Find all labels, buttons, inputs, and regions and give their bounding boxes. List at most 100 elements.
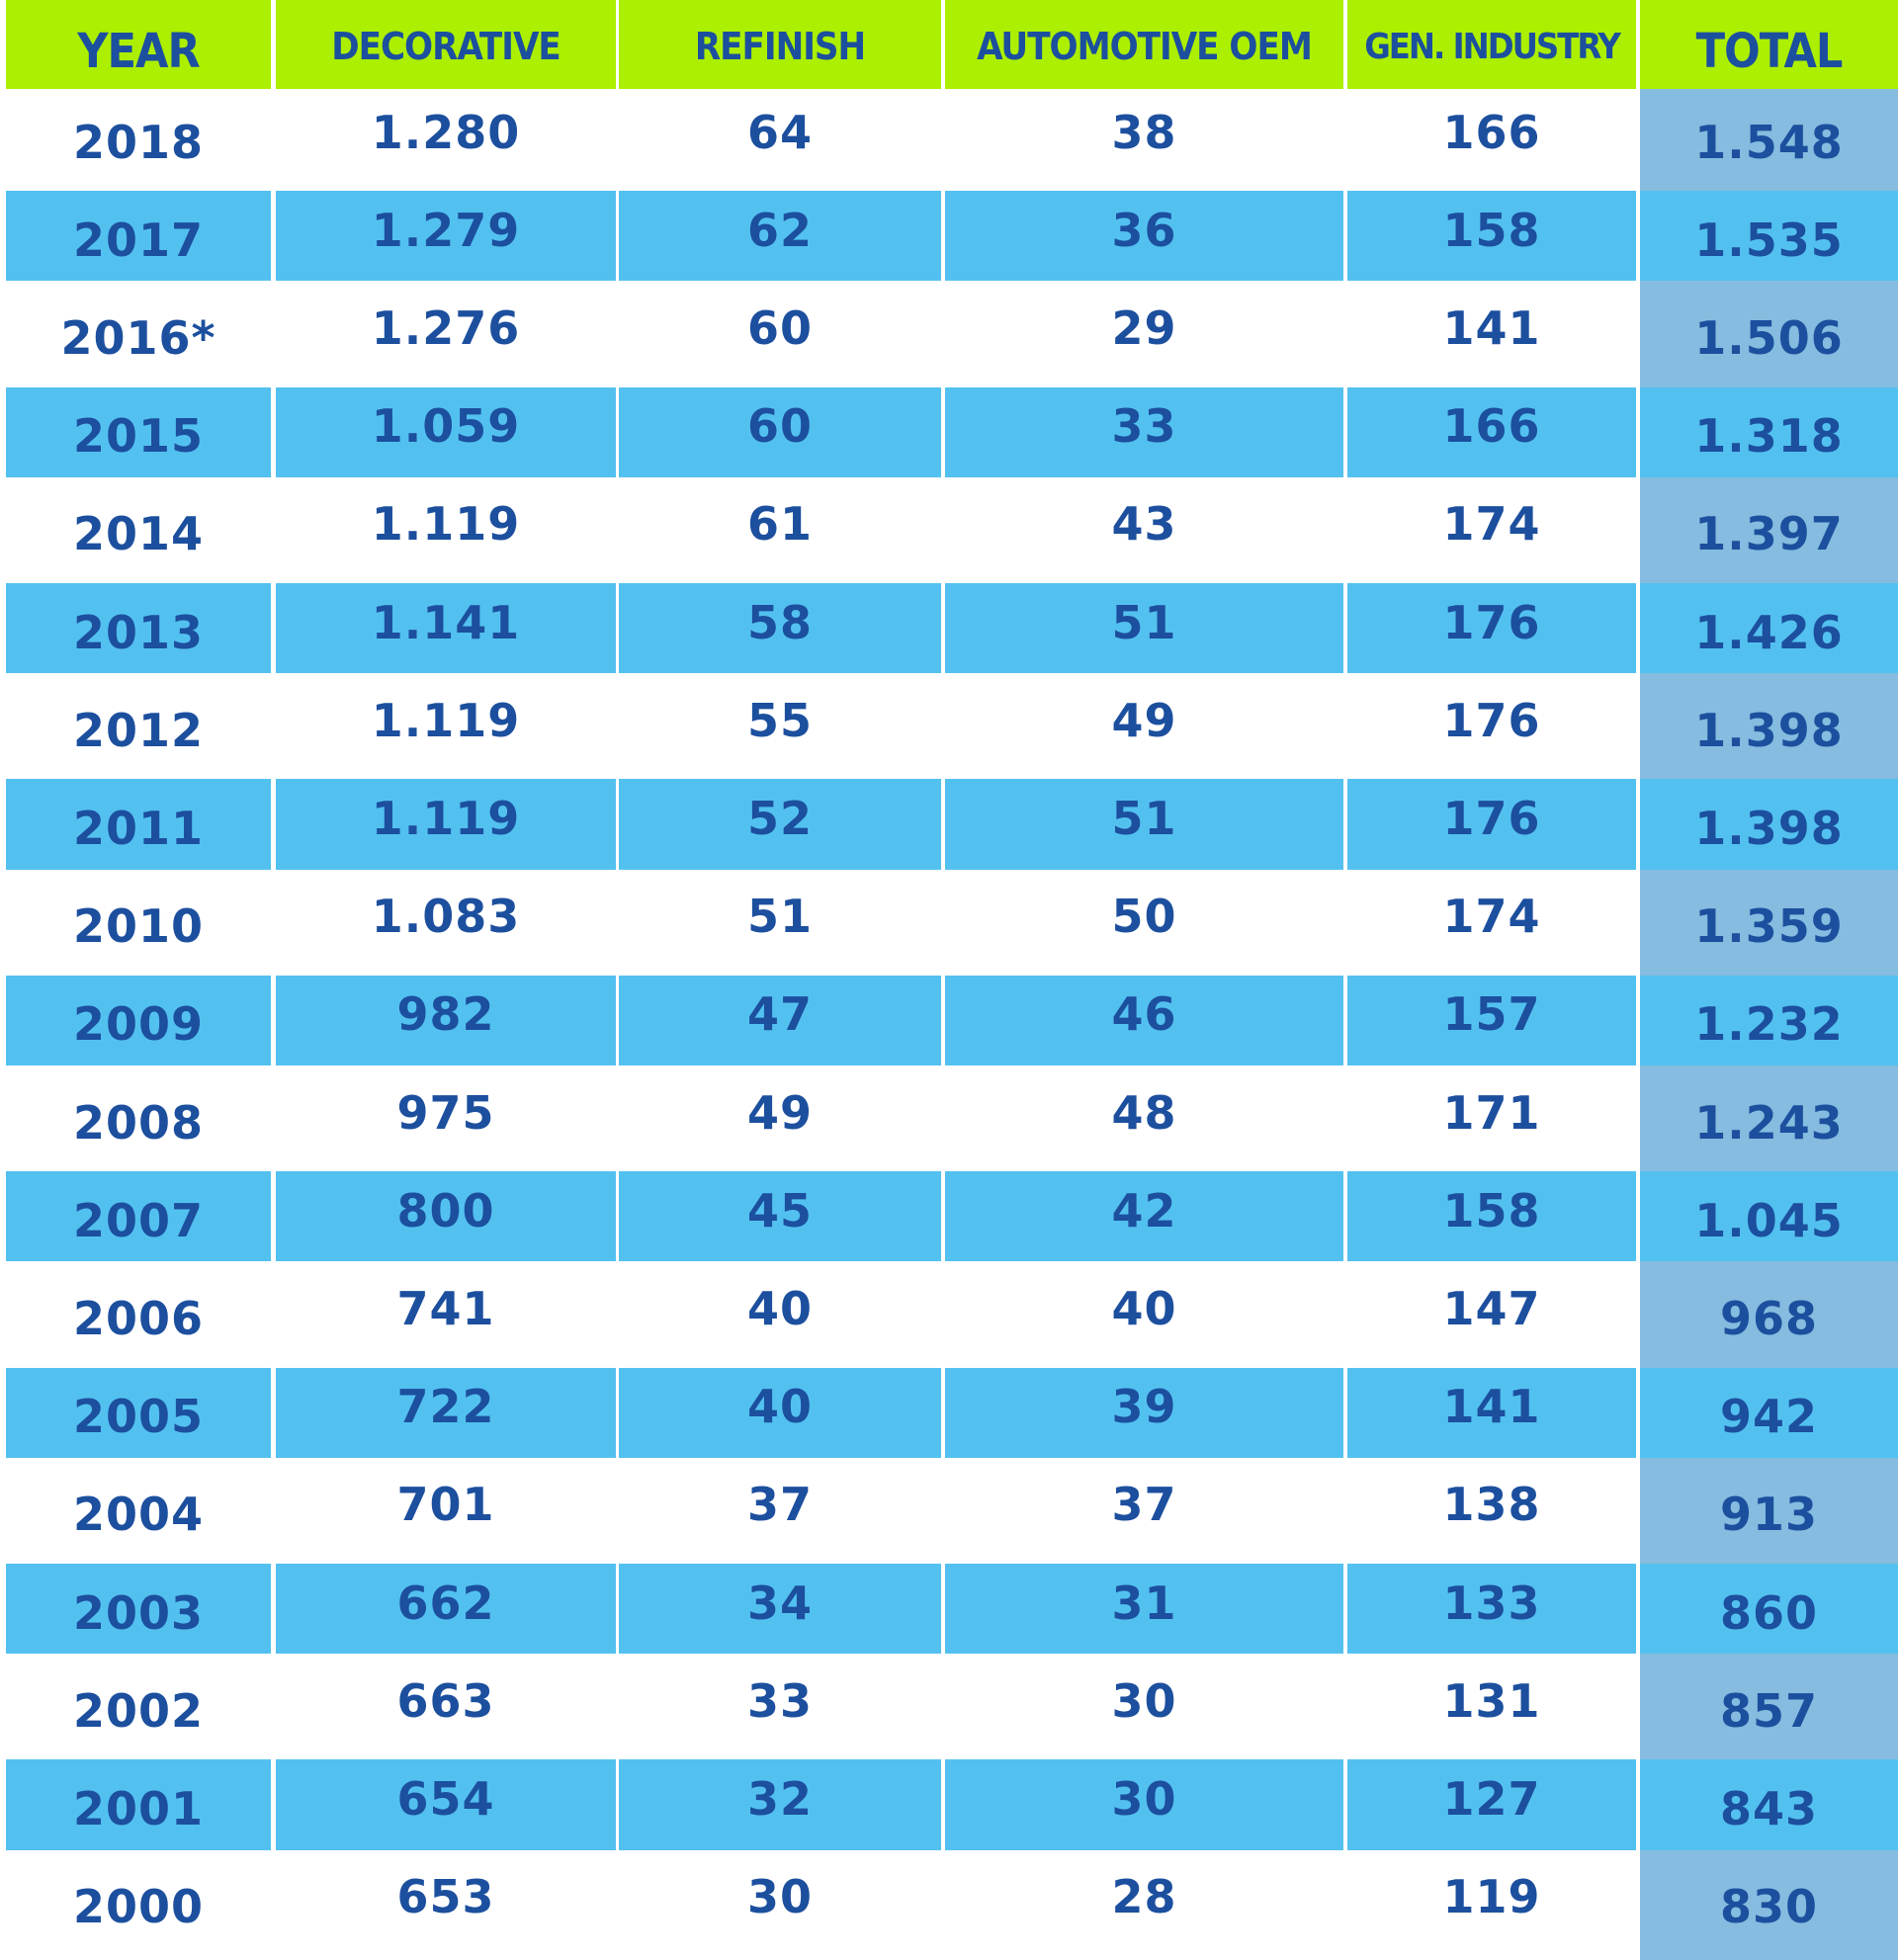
cell-automotive-oem: 46: [945, 975, 1343, 1065]
cell-automotive-oem: 31: [945, 1564, 1343, 1655]
cell-gen-industry: 119: [1442, 1870, 1541, 1924]
cell-gen-industry: 158: [1347, 1171, 1636, 1262]
table-row: 2009 982 47 46 157 1.232: [0, 975, 1898, 1065]
cell-decorative: 654: [276, 1759, 616, 1850]
cell-gen-industry: 166: [1347, 386, 1636, 477]
cell-refinish: 34: [619, 1564, 941, 1655]
cell-decorative: 1.276: [371, 300, 521, 355]
header-total: TOTAL: [1640, 0, 1898, 89]
cell-gen-industry: 158: [1347, 191, 1636, 282]
cell-automotive-oem: 37: [1111, 1478, 1177, 1532]
table-row: 2007 800 45 42 158 1.045: [0, 1171, 1898, 1262]
header-refinish: REFINISH: [619, 0, 941, 89]
cell-gen-industry: 174: [1442, 890, 1541, 944]
cell-decorative: 982: [276, 975, 616, 1065]
cell-gen-industry: 138: [1442, 1478, 1541, 1532]
cell-decorative: 975: [396, 1085, 495, 1140]
cell-automotive-oem: 51: [945, 583, 1343, 674]
cell-year: 2007: [6, 1171, 271, 1262]
cell-total: 1.243: [1640, 1069, 1898, 1168]
cell-gen-industry: 141: [1442, 300, 1541, 355]
cell-gen-industry: 133: [1347, 1564, 1636, 1655]
cell-automotive-oem: 39: [945, 1367, 1343, 1458]
cell-decorative: 662: [276, 1564, 616, 1655]
cell-gen-industry: 131: [1442, 1673, 1541, 1728]
cell-refinish: 60: [619, 386, 941, 477]
cell-total: 1.397: [1640, 480, 1898, 579]
table-row: 2012 1.119 55 49 176 1.398: [0, 677, 1898, 776]
cell-total: 942: [1640, 1367, 1898, 1458]
cell-decorative: 1.279: [276, 191, 616, 282]
cell-refinish: 30: [746, 1870, 813, 1924]
cell-year: 2008: [72, 1095, 205, 1150]
cell-gen-industry: 176: [1347, 583, 1636, 674]
cell-gen-industry: 157: [1347, 975, 1636, 1065]
cell-automotive-oem: 51: [945, 779, 1343, 870]
header-year: YEAR: [6, 0, 271, 89]
cell-gen-industry: 147: [1442, 1281, 1541, 1335]
table-row: 2006 741 40 40 147 968: [0, 1265, 1898, 1364]
cell-automotive-oem: 42: [945, 1171, 1343, 1262]
cell-decorative: 1.141: [276, 583, 616, 674]
cell-year: 2018: [72, 115, 205, 169]
cell-year: 2005: [6, 1367, 271, 1458]
cell-total: 1.359: [1640, 873, 1898, 972]
cell-automotive-oem: 50: [1111, 890, 1177, 944]
cell-decorative: 741: [396, 1281, 495, 1335]
table-row: 2013 1.141 58 51 176 1.426: [0, 583, 1898, 674]
table-row: 2018 1.280 64 38 166 1.548: [0, 89, 1898, 188]
cell-automotive-oem: 30: [1111, 1673, 1177, 1728]
cell-automotive-oem: 43: [1111, 497, 1177, 552]
cell-automotive-oem: 48: [1111, 1085, 1177, 1140]
cell-decorative: 1.119: [371, 693, 521, 747]
table-row: 2002 663 33 30 131 857: [0, 1658, 1898, 1756]
table-row: 2015 1.059 60 33 166 1.318: [0, 386, 1898, 477]
cell-gen-industry: 176: [1442, 693, 1541, 747]
cell-total: 830: [1640, 1853, 1898, 1952]
table-row: 2004 701 37 37 138 913: [0, 1461, 1898, 1560]
cell-year: 2002: [72, 1683, 205, 1738]
table-row: 2008 975 49 48 171 1.243: [0, 1069, 1898, 1168]
cell-automotive-oem: 36: [945, 191, 1343, 282]
cell-refinish: 58: [619, 583, 941, 674]
cell-refinish: 33: [746, 1673, 813, 1728]
table-row: 2014 1.119 61 43 174 1.397: [0, 480, 1898, 579]
table-row: 2011 1.119 52 51 176 1.398: [0, 779, 1898, 870]
cell-refinish: 37: [746, 1478, 813, 1532]
cell-refinish: 62: [619, 191, 941, 282]
cell-decorative: 800: [276, 1171, 616, 1262]
cell-year: 2010: [72, 899, 205, 954]
cell-gen-industry: 127: [1347, 1759, 1636, 1850]
table-row: 2017 1.279 62 36 158 1.535: [0, 191, 1898, 282]
table-row: 2001 654 32 30 127 843: [0, 1759, 1898, 1850]
cell-total: 857: [1640, 1658, 1898, 1756]
cell-automotive-oem: 40: [1111, 1281, 1177, 1335]
cell-refinish: 45: [619, 1171, 941, 1262]
cell-total: 913: [1640, 1461, 1898, 1560]
cell-decorative: 1.083: [371, 890, 521, 944]
cell-decorative: 1.280: [371, 105, 521, 159]
cell-year: 2006: [72, 1291, 205, 1345]
cell-refinish: 49: [746, 1085, 813, 1140]
cell-automotive-oem: 29: [1111, 300, 1177, 355]
cell-refinish: 64: [746, 105, 813, 159]
header-automotive-oem: AUTOMOTIVE OEM: [945, 0, 1343, 89]
table-row: 2010 1.083 51 50 174 1.359: [0, 873, 1898, 972]
table-row: 2005 722 40 39 141 942: [0, 1367, 1898, 1458]
cell-refinish: 40: [619, 1367, 941, 1458]
table-row: 2003 662 34 31 133 860: [0, 1564, 1898, 1655]
cell-gen-industry: 176: [1347, 779, 1636, 870]
cell-total: 1.426: [1640, 583, 1898, 674]
cell-total: 843: [1640, 1759, 1898, 1850]
cell-year: 2000: [72, 1880, 205, 1934]
cell-decorative: 1.119: [371, 497, 521, 552]
cell-gen-industry: 166: [1442, 105, 1541, 159]
cell-decorative: 722: [276, 1367, 616, 1458]
cell-gen-industry: 174: [1442, 497, 1541, 552]
cell-refinish: 32: [619, 1759, 941, 1850]
cell-refinish: 52: [619, 779, 941, 870]
cell-year: 2001: [6, 1759, 271, 1850]
cell-year: 2017: [6, 191, 271, 282]
cell-total: 1.398: [1640, 677, 1898, 776]
